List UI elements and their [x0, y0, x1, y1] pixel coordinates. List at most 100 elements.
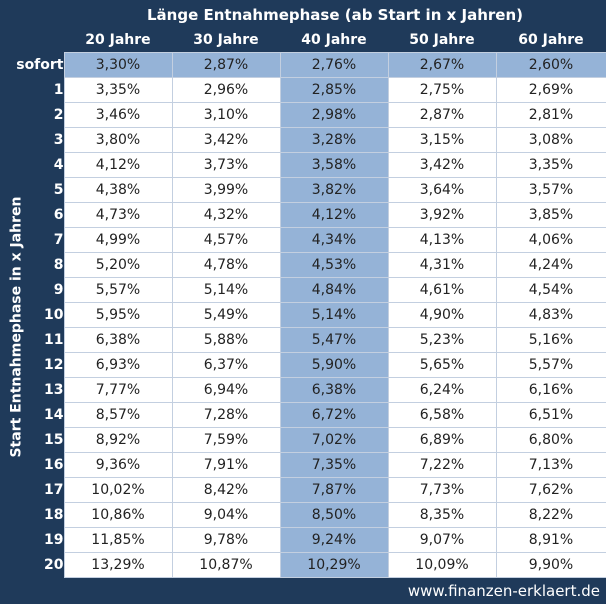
rate-cell: 6,51%: [495, 402, 606, 428]
row-label: 20: [44, 557, 64, 573]
rate-cell: 3,99%: [171, 177, 281, 203]
rate-cell: 9,24%: [279, 527, 389, 553]
rate-cell: 2,87%: [171, 52, 281, 78]
rate-cell: 6,80%: [495, 427, 606, 453]
rate-cell: 4,13%: [387, 227, 497, 253]
row-label: 6: [53, 207, 64, 223]
rate-cell: 5,14%: [279, 302, 389, 328]
rate-cell: 2,75%: [387, 77, 497, 103]
rate-cell: 8,22%: [495, 502, 606, 528]
rate-cell: 9,07%: [387, 527, 497, 553]
rate-cell: 7,77%: [63, 377, 173, 403]
rate-cell: 5,90%: [279, 352, 389, 378]
rate-cell: 10,87%: [171, 552, 281, 578]
table-row: 18 10,86% 9,04% 8,50% 8,35% 8,22%: [0, 502, 606, 528]
table-row: 2 3,46% 3,10% 2,98% 2,87% 2,81%: [0, 102, 606, 128]
rate-cell: 3,30%: [63, 52, 173, 78]
corner-cell: [0, 28, 64, 53]
table-body: sofort 3,30% 2,87% 2,76% 2,67% 2,60% 1 3,35% 2,9…: [0, 52, 606, 578]
rate-cell: 2,96%: [171, 77, 281, 103]
rate-cell: 3,15%: [387, 127, 497, 153]
rate-cell: 5,23%: [387, 327, 497, 353]
rate-cell: 10,86%: [63, 502, 173, 528]
table-row: 14 8,57% 7,28% 6,72% 6,58% 6,51%: [0, 402, 606, 428]
rate-cell: 5,14%: [171, 277, 281, 303]
rate-cell: 5,65%: [387, 352, 497, 378]
row-label: 10: [44, 307, 64, 323]
rate-cell: 5,49%: [171, 302, 281, 328]
rate-cell: 3,92%: [387, 202, 497, 228]
rate-cell: 3,58%: [279, 152, 389, 178]
row-label: 7: [53, 232, 64, 248]
rate-cell: 3,46%: [63, 102, 173, 128]
rate-cell: 3,57%: [495, 177, 606, 203]
rate-cell: 10,29%: [279, 552, 389, 578]
rate-cell: 6,94%: [171, 377, 281, 403]
rate-cell: 7,59%: [171, 427, 281, 453]
table-row: 10 5,95% 5,49% 5,14% 4,90% 4,83%: [0, 302, 606, 328]
rate-cell: 4,73%: [63, 202, 173, 228]
rate-cell: 2,98%: [279, 102, 389, 128]
rate-cell: 2,67%: [387, 52, 497, 78]
rate-cell: 4,34%: [279, 227, 389, 253]
rate-cell: 4,38%: [63, 177, 173, 203]
row-label: 4: [53, 157, 64, 173]
table-row: sofort 3,30% 2,87% 2,76% 2,67% 2,60%: [0, 52, 606, 78]
rate-cell: 6,38%: [279, 377, 389, 403]
rate-cell: 6,38%: [63, 327, 173, 353]
table-row: 15 8,92% 7,59% 7,02% 6,89% 6,80%: [0, 427, 606, 453]
rate-cell: 5,47%: [279, 327, 389, 353]
rate-cell: 5,88%: [171, 327, 281, 353]
rate-cell: 5,57%: [63, 277, 173, 303]
rate-cell: 3,28%: [279, 127, 389, 153]
column-header: 40 Jahre: [301, 32, 367, 48]
rate-cell: 4,90%: [387, 302, 497, 328]
rate-cell: 8,92%: [63, 427, 173, 453]
row-label: 2: [53, 107, 64, 123]
row-label: 1: [53, 82, 64, 98]
table-row: 17 10,02% 8,42% 7,87% 7,73% 7,62%: [0, 477, 606, 503]
column-header: 60 Jahre: [518, 32, 584, 48]
row-label: 11: [44, 332, 64, 348]
rate-cell: 6,37%: [171, 352, 281, 378]
rate-cell: 7,13%: [495, 452, 606, 478]
header-row: 20 Jahre 30 Jahre 40 Jahre 50 Jahre 60 J…: [0, 28, 606, 53]
rate-cell: 7,62%: [495, 477, 606, 503]
table-row: 9 5,57% 5,14% 4,84% 4,61% 4,54%: [0, 277, 606, 303]
column-header: 50 Jahre: [409, 32, 475, 48]
rate-cell: 3,08%: [495, 127, 606, 153]
row-label: 12: [44, 357, 64, 373]
rate-cell: 8,42%: [171, 477, 281, 503]
rate-cell: 3,35%: [495, 152, 606, 178]
rate-cell: 7,35%: [279, 452, 389, 478]
table-row: 6 4,73% 4,32% 4,12% 3,92% 3,85%: [0, 202, 606, 228]
row-label: 8: [53, 257, 64, 273]
source-url: www.finanzen-erklaert.de: [407, 582, 600, 600]
rate-cell: 4,24%: [495, 252, 606, 278]
rate-cell: 4,06%: [495, 227, 606, 253]
rate-cell: 7,02%: [279, 427, 389, 453]
rate-cell: 8,57%: [63, 402, 173, 428]
row-label: 9: [53, 282, 64, 298]
rate-cell: 8,35%: [387, 502, 497, 528]
row-label: 18: [44, 507, 64, 523]
table-row: 19 11,85% 9,78% 9,24% 9,07% 8,91%: [0, 527, 606, 553]
rate-cell: 4,12%: [63, 152, 173, 178]
rate-cell: 4,83%: [495, 302, 606, 328]
row-label: sofort: [16, 57, 64, 73]
rate-cell: 5,16%: [495, 327, 606, 353]
rate-cell: 2,87%: [387, 102, 497, 128]
rate-cell: 9,36%: [63, 452, 173, 478]
row-label: 3: [53, 132, 64, 148]
column-header: 30 Jahre: [193, 32, 259, 48]
rate-cell: 6,72%: [279, 402, 389, 428]
rate-cell: 3,42%: [171, 127, 281, 153]
rate-cell: 4,57%: [171, 227, 281, 253]
rate-cell: 6,93%: [63, 352, 173, 378]
table-row: 1 3,35% 2,96% 2,85% 2,75% 2,69%: [0, 77, 606, 103]
row-label: 14: [44, 407, 64, 423]
rate-cell: 7,91%: [171, 452, 281, 478]
row-label: 17: [44, 482, 64, 498]
table-row: 8 5,20% 4,78% 4,53% 4,31% 4,24%: [0, 252, 606, 278]
